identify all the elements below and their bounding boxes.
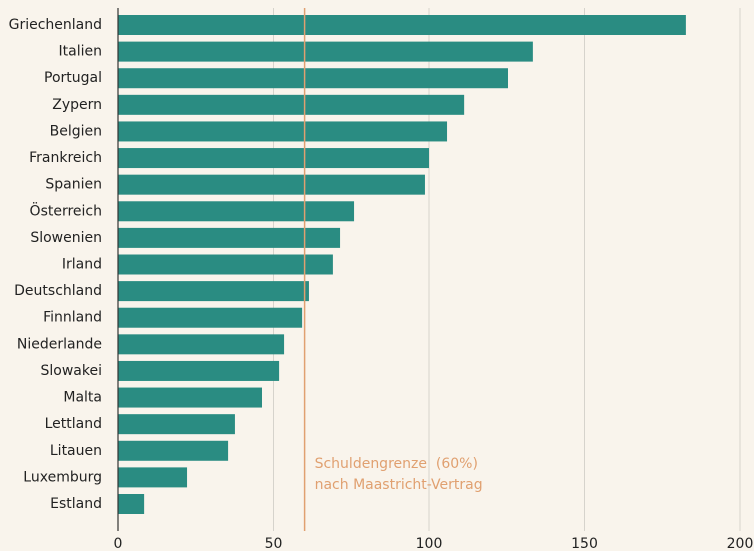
annotation: Schuldengrenze (60%) bbox=[315, 456, 478, 472]
bar bbox=[118, 15, 686, 35]
y-tick-label: Lettland bbox=[45, 416, 102, 432]
y-tick-label: Italien bbox=[59, 44, 102, 60]
bar bbox=[118, 414, 235, 435]
y-tick-label: Luxemburg bbox=[23, 469, 102, 485]
bar bbox=[118, 307, 303, 328]
bar bbox=[118, 254, 333, 275]
bar bbox=[118, 360, 280, 381]
bar bbox=[118, 121, 448, 142]
x-tick-label: 150 bbox=[571, 536, 598, 551]
y-tick-label: Slowenien bbox=[30, 230, 102, 246]
y-tick-label: Finnland bbox=[43, 310, 102, 326]
y-tick-label: Niederlande bbox=[17, 336, 102, 352]
bar bbox=[118, 334, 285, 355]
bar bbox=[118, 174, 425, 195]
bar bbox=[118, 94, 465, 115]
bar bbox=[118, 68, 508, 89]
y-tick-label: Litauen bbox=[50, 443, 102, 459]
y-tick-label: Malta bbox=[63, 390, 102, 406]
x-tick-label: 100 bbox=[416, 536, 443, 551]
bar bbox=[118, 148, 429, 169]
y-tick-label: Frankreich bbox=[29, 150, 102, 166]
y-tick-label: Belgien bbox=[50, 123, 102, 139]
bar bbox=[118, 440, 229, 461]
y-tick-label: Zypern bbox=[52, 97, 102, 113]
annotation: nach Maastricht-Vertrag bbox=[315, 477, 483, 493]
bar bbox=[118, 494, 145, 514]
y-tick-label: Österreich bbox=[30, 201, 102, 219]
y-tick-label: Griechenland bbox=[9, 17, 102, 33]
y-tick-label: Estland bbox=[50, 496, 102, 512]
bar bbox=[118, 201, 355, 222]
bar bbox=[118, 387, 262, 408]
y-tick-label: Deutschland bbox=[14, 283, 102, 299]
y-tick-label: Irland bbox=[62, 257, 102, 273]
x-tick-label: 200 bbox=[727, 536, 754, 551]
bar bbox=[118, 41, 533, 62]
x-tick-label: 0 bbox=[114, 536, 123, 551]
bar bbox=[118, 227, 341, 248]
y-tick-label: Slowakei bbox=[41, 363, 102, 379]
bar bbox=[118, 281, 309, 302]
bar bbox=[118, 467, 188, 488]
x-tick-label: 50 bbox=[265, 536, 283, 551]
y-tick-label: Spanien bbox=[45, 177, 102, 193]
y-tick-label: Portugal bbox=[44, 70, 102, 86]
